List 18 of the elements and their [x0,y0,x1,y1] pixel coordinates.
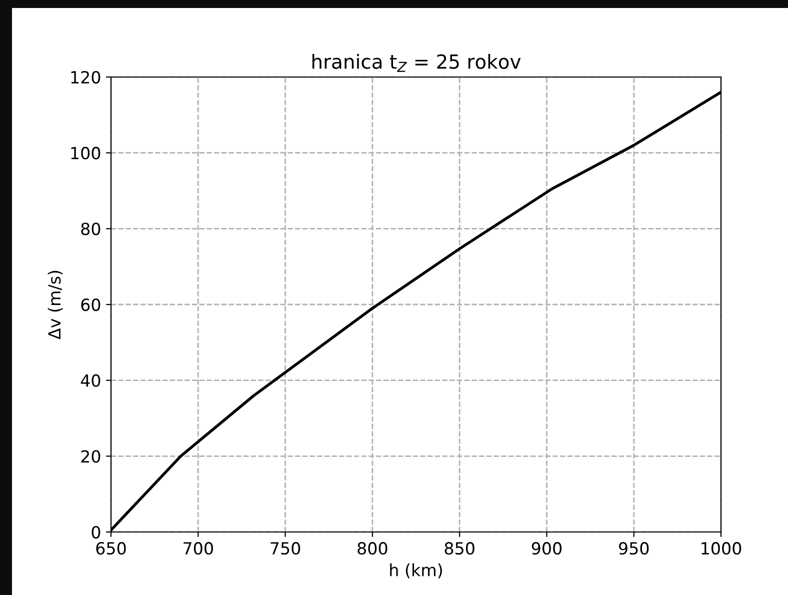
x-tick-label: 800 [358,542,388,555]
y-axis-title: Δv (m/s) [48,270,63,340]
y-tick-label: 40 [80,374,100,387]
x-tick-label: 750 [270,542,300,555]
x-tick-label: 950 [619,542,649,555]
x-tick-label: 1000 [702,542,742,555]
x-axis-title: h (km) [390,563,442,578]
x-tick-label: 650 [96,542,126,555]
y-tick-label: 20 [81,450,100,463]
x-tick-label: 700 [184,542,213,555]
y-tick-label: 120 [71,70,100,84]
y-tick-label: 80 [81,222,100,236]
y-tick-label: 60 [81,298,100,312]
y-tick-label: 0 [92,526,100,539]
x-tick-label: 850 [444,542,474,555]
y-tick-label: 100 [71,146,100,160]
chart-title: hranica t$_{Z}$ = 25 rokov [312,54,521,72]
x-tick-label: 900 [532,542,562,555]
